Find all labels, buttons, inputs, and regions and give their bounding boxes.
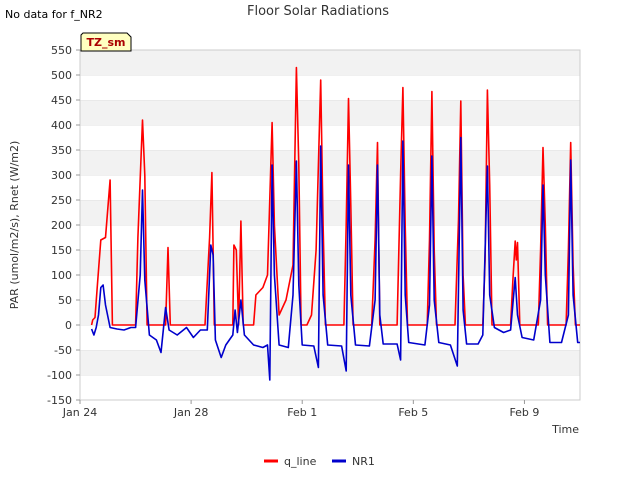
grid-band	[80, 75, 580, 100]
chart-title: Floor Solar Radiations	[247, 4, 389, 19]
legend-label: NR1	[352, 455, 375, 468]
grid-band	[80, 100, 580, 125]
y-tick-label: -150	[47, 394, 72, 407]
y-tick-label: 200	[51, 219, 72, 232]
series-line-q-line	[90, 66, 580, 326]
x-tick-label: Feb 9	[509, 406, 539, 419]
y-tick-label: 500	[51, 69, 72, 82]
grid-band	[80, 200, 580, 225]
x-axis-ticks: Jan 24 Jan 28 Feb 1 Feb 5 Feb 9	[62, 400, 539, 419]
grid-band	[80, 300, 580, 325]
grid-band	[80, 350, 580, 375]
no-data-note: No data for f_NR2	[5, 8, 103, 21]
y-tick-label: 100	[51, 269, 72, 282]
y-tick-label: 550	[51, 44, 72, 57]
x-tick-label: Feb 5	[398, 406, 428, 419]
tz-badge: TZ_sm	[80, 32, 132, 52]
grid-band	[80, 250, 580, 275]
series-line-nr1	[90, 136, 580, 381]
series-lines	[90, 66, 580, 381]
y-axis-ticks: -150 -100 -50 0 50 100 150 200 250 300 350 400 450 50…	[47, 44, 80, 407]
grid-band	[80, 150, 580, 175]
grid-band	[80, 50, 580, 75]
y-tick-label: 300	[51, 169, 72, 182]
y-tick-label: 0	[65, 319, 72, 332]
legend-label: q_line	[284, 455, 317, 468]
x-axis-label: Time	[551, 423, 579, 436]
y-tick-label: -50	[54, 344, 72, 357]
x-tick-label: Feb 1	[287, 406, 317, 419]
grid-band	[80, 125, 580, 150]
y-tick-label: 450	[51, 94, 72, 107]
tz-badge-label: TZ_sm	[87, 36, 126, 49]
y-axis-label: PAR (umol/m2/s), Rnet (W/m2)	[8, 141, 21, 310]
grid-band	[80, 225, 580, 250]
grid-band	[80, 175, 580, 200]
grid-band	[80, 275, 580, 300]
legend: q_line NR1	[264, 455, 375, 468]
grid-bands	[80, 49, 580, 400]
x-tick-label: Jan 28	[173, 406, 208, 419]
x-tick-label: Jan 24	[62, 406, 97, 419]
y-tick-label: -100	[47, 369, 72, 382]
y-tick-label: 150	[51, 244, 72, 257]
grid-band	[80, 375, 580, 400]
y-tick-label: 250	[51, 194, 72, 207]
y-tick-label: 400	[51, 119, 72, 132]
grid-band	[80, 325, 580, 350]
y-tick-label: 350	[51, 144, 72, 157]
y-tick-label: 50	[58, 294, 72, 307]
